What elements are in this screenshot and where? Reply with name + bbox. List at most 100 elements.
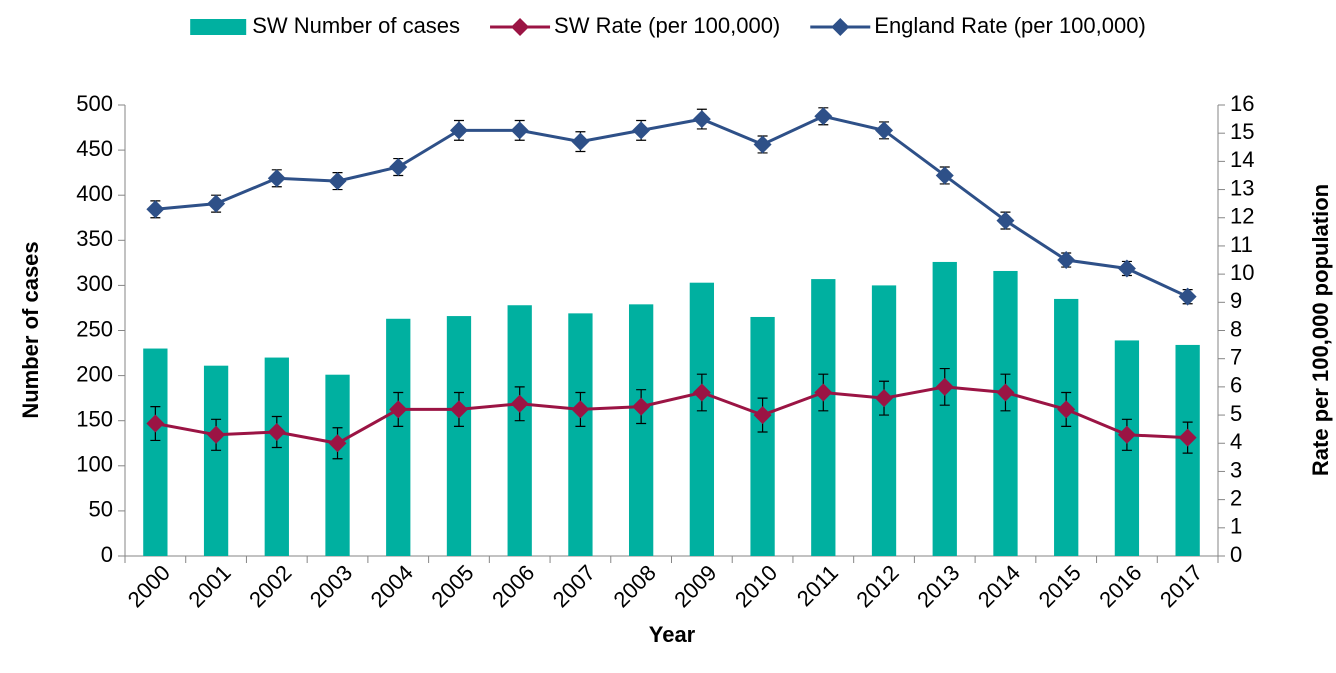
marker: [692, 110, 711, 129]
x-tick-label: 2005: [426, 560, 478, 612]
marker: [996, 211, 1015, 230]
marker: [632, 121, 651, 140]
legend: SW Number of cases SW Rate (per 100,000) E…: [190, 13, 1146, 38]
x-tick-label: 2007: [548, 560, 600, 612]
x-tick-label: 2008: [608, 560, 660, 612]
y2-axis-title: Rate per 100,000 population: [1308, 184, 1333, 476]
marker: [996, 383, 1015, 402]
marker: [510, 394, 529, 413]
marker: [146, 200, 165, 219]
marker: [632, 397, 651, 416]
x-tick-label: 2000: [123, 560, 175, 612]
marker: [875, 121, 894, 140]
bar: [1054, 298, 1079, 556]
y-tick-label: 350: [76, 226, 113, 251]
y2-tick-label: 1: [1230, 514, 1242, 539]
y-tick-label: 100: [76, 452, 113, 477]
y-tick-label: 450: [76, 136, 113, 161]
bar: [446, 316, 472, 556]
x-tick-label: 2017: [1155, 560, 1207, 612]
bar: [993, 270, 1018, 556]
marker: [1117, 425, 1136, 444]
marker: [389, 158, 408, 177]
y2-tick-label: 15: [1230, 119, 1254, 144]
marker: [1057, 400, 1076, 419]
y2-tick-label: 13: [1230, 175, 1254, 200]
y2-tick-label: 10: [1230, 260, 1254, 285]
bar: [203, 365, 229, 556]
bar: [325, 374, 350, 556]
x-tick-label: 2016: [1094, 560, 1146, 612]
legend-marker: [511, 18, 530, 36]
bar: [811, 279, 836, 556]
marker: [935, 166, 954, 185]
x-tick-label: 2006: [487, 560, 539, 612]
y2-tick-label: 14: [1230, 147, 1254, 172]
marker: [328, 434, 347, 453]
legend-label: SW Number of cases: [252, 13, 460, 38]
y-tick-label: 500: [76, 91, 113, 116]
marker: [449, 400, 468, 419]
marker: [146, 414, 165, 433]
marker: [753, 406, 772, 425]
line: [155, 385, 1188, 445]
bar: [143, 348, 168, 556]
y-tick-label: 150: [76, 407, 113, 432]
bar: [750, 316, 775, 556]
marker: [571, 400, 590, 419]
y-tick-label: 50: [89, 497, 113, 522]
y2-tick-label: 8: [1230, 316, 1242, 341]
x-axis-title: Year: [649, 622, 696, 647]
marker: [1057, 251, 1076, 270]
y2-tick-label: 6: [1230, 373, 1242, 398]
y2-tick-label: 0: [1230, 542, 1242, 567]
bar: [628, 304, 654, 556]
legend-swatch: [190, 19, 247, 35]
bar: [386, 318, 411, 556]
marker: [1178, 287, 1197, 306]
x-tick-label: 2014: [973, 560, 1025, 612]
x-tick-label: 2013: [912, 560, 964, 612]
x-tick-label: 2009: [669, 560, 721, 612]
bar: [568, 313, 593, 556]
x-tick-label: 2010: [730, 560, 782, 612]
marker: [935, 377, 954, 396]
marker: [510, 121, 529, 140]
y-axis-title: Number of cases: [18, 241, 43, 418]
y-tick-label: 300: [76, 271, 113, 296]
x-tick-label: 2012: [851, 560, 903, 612]
bar: [871, 285, 897, 556]
x-tick-label: 2004: [366, 560, 418, 612]
legend-label: SW Rate (per 100,000): [554, 13, 780, 38]
marker: [1178, 428, 1197, 447]
marker: [814, 383, 833, 402]
marker: [571, 132, 590, 151]
x-tick-label: 2011: [792, 560, 843, 611]
marker: [389, 400, 408, 419]
marker: [207, 425, 226, 444]
marker: [1117, 259, 1136, 278]
bar: [932, 261, 957, 556]
marker: [267, 422, 286, 441]
x-tick-label: 2003: [305, 560, 357, 612]
y-tick-label: 200: [76, 361, 113, 386]
y2-tick-label: 7: [1230, 345, 1242, 370]
marker: [207, 194, 226, 213]
legend-label: England Rate (per 100,000): [874, 13, 1146, 38]
y2-tick-label: 4: [1230, 429, 1242, 454]
y2-tick-label: 9: [1230, 288, 1242, 313]
line: [155, 114, 1189, 299]
x-tick-label: 2015: [1034, 560, 1086, 612]
bar: [689, 282, 715, 556]
marker: [267, 169, 286, 188]
y2-tick-label: 12: [1230, 204, 1254, 229]
y-tick-label: 250: [76, 316, 113, 341]
y-tick-label: 400: [76, 181, 113, 206]
y2-tick-label: 2: [1230, 485, 1242, 510]
marker: [875, 389, 894, 408]
marker: [692, 383, 711, 402]
legend-marker: [831, 18, 850, 36]
marker: [328, 172, 347, 191]
y-tick-label: 0: [101, 542, 113, 567]
